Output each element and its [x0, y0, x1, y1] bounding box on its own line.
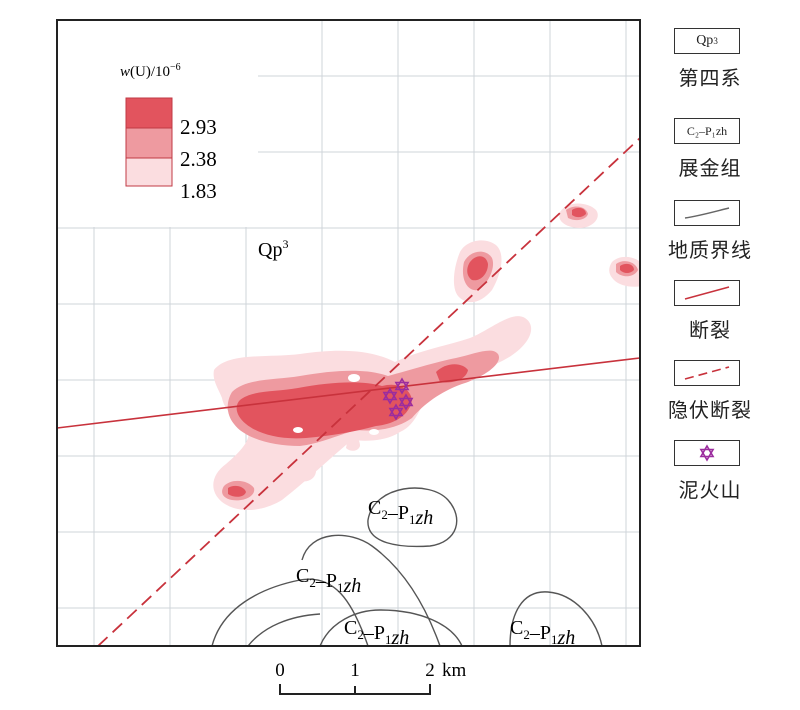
- anomaly-holes: [293, 374, 379, 435]
- scale-tick-0: 0: [275, 660, 285, 681]
- label-formation-3: C2–P1zh: [344, 617, 409, 649]
- legend-label-zhanjin-formation: 展金组: [678, 156, 742, 180]
- legend-label-mud-volcano: 泥火山: [678, 478, 742, 502]
- concealed-fault-line: [674, 360, 740, 386]
- scale-tick-1: 1: [350, 660, 360, 681]
- legend-swatch-high: [125, 97, 173, 129]
- label-formation-2: C2–P1zh: [296, 565, 361, 597]
- legend-item-geologic-boundary: 地质界线: [648, 200, 788, 280]
- legend-swatch-low: [125, 157, 173, 187]
- legend-label-geologic-boundary: 地质界线: [668, 238, 752, 262]
- legend-item-concealed-fault: 隐伏断裂: [648, 360, 788, 440]
- legend-level-low: 1.83: [180, 179, 217, 203]
- label-formation-1: C2–P1zh: [368, 497, 433, 529]
- legend-level-high: 2.93: [180, 115, 217, 139]
- geologic-boundary-line: [674, 200, 740, 226]
- legend-item-zhanjin-formation: C₂–P₁zh 展金组: [648, 118, 788, 198]
- mud-volcano-icon: [674, 440, 740, 466]
- legend-item-quaternary: Qp 3 第四系: [648, 28, 788, 108]
- scale-bar: 0 1 2 km: [275, 660, 467, 695]
- scale-tick-2: 2: [425, 660, 435, 681]
- scale-unit: km: [442, 660, 467, 681]
- concealed-fault-line-map: [97, 137, 640, 646]
- map-content: [57, 137, 640, 646]
- concentration-legend-title: w(U)/10−6: [120, 62, 181, 80]
- legend-swatch-mid: [125, 127, 173, 159]
- anomaly-high-zones: [228, 207, 634, 497]
- legend-item-fault: 断裂: [648, 280, 788, 360]
- fault-line-map: [57, 357, 640, 429]
- label-formation-4: C2–P1zh: [510, 617, 575, 649]
- geologic-boundaries: [211, 487, 603, 646]
- legend-label-fault: 断裂: [689, 318, 731, 342]
- formation-box: C₂–P₁zh: [674, 118, 740, 144]
- legend-item-mud-volcano: 泥火山: [648, 440, 788, 520]
- label-qp3: Qp3: [258, 237, 288, 261]
- map-frame: [56, 19, 641, 647]
- legend-label-quaternary: 第四系: [678, 66, 742, 90]
- scale-bar-line: [279, 684, 431, 695]
- fault-line: [674, 280, 740, 306]
- qp3-box: Qp 3: [674, 28, 740, 54]
- legend-level-mid: 2.38: [180, 147, 217, 171]
- legend-label-concealed-fault: 隐伏断裂: [668, 398, 752, 422]
- formation-labels: C2–P1zh C2–P1zh C2–P1zh C2–P1zh: [296, 497, 575, 649]
